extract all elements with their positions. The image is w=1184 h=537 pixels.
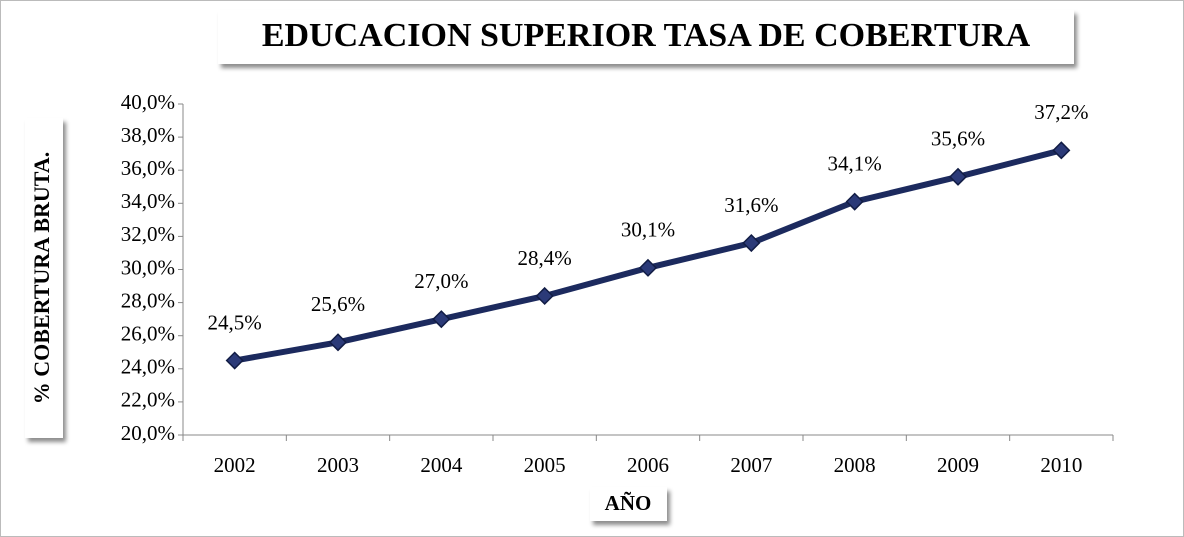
point-marker	[742, 233, 761, 253]
x-tick-label: 2002	[214, 453, 256, 477]
y-tick-label: 32,0%	[121, 222, 175, 246]
data-label: 34,1%	[828, 151, 882, 175]
data-label: 30,1%	[621, 218, 675, 242]
data-label: 31,6%	[724, 193, 778, 217]
point-marker	[432, 310, 451, 329]
x-axis-label: AÑO	[605, 491, 652, 515]
x-tick-label: 2009	[937, 453, 979, 477]
point-marker	[535, 286, 554, 306]
y-tick-label: 38,0%	[121, 123, 175, 147]
chart-title: EDUCACION SUPERIOR TASA DE COBERTURA	[262, 17, 1031, 54]
y-tick-label: 26,0%	[121, 322, 175, 346]
x-tick-label: 2004	[420, 453, 463, 477]
data-label: 28,4%	[518, 246, 572, 270]
y-tick-label: 30,0%	[121, 255, 175, 279]
point-marker	[225, 351, 244, 370]
title-box	[218, 10, 1074, 64]
y-label-box	[25, 118, 63, 438]
x-tick-label: 2005	[524, 453, 566, 477]
y-tick-label: 22,0%	[121, 388, 175, 412]
point-marker	[948, 167, 968, 186]
y-tick-label: 40,0%	[121, 90, 175, 114]
data-label: 35,6%	[931, 127, 985, 151]
x-tick-label: 2010	[1040, 453, 1082, 477]
y-tick-label: 34,0%	[121, 189, 175, 213]
y-axis-label: % COBERTURA BRUTA.	[29, 152, 54, 404]
y-tick-label: 24,0%	[121, 355, 175, 379]
data-label: 25,6%	[311, 292, 365, 316]
x-tick-label: 2006	[627, 453, 669, 477]
y-tick-label: 36,0%	[121, 156, 175, 180]
point-marker	[328, 333, 348, 352]
x-tick-label: 2003	[317, 453, 359, 477]
x-label-box	[590, 487, 667, 521]
point-marker	[1052, 141, 1071, 160]
data-label: 37,2%	[1034, 100, 1088, 124]
data-label: 24,5%	[208, 310, 262, 334]
x-tick-label: 2008	[834, 453, 876, 477]
point-marker	[845, 192, 864, 211]
x-tick-label: 2007	[730, 453, 772, 477]
y-tick-label: 28,0%	[121, 288, 175, 312]
data-label: 27,0%	[414, 269, 468, 293]
y-tick-label: 20,0%	[121, 421, 175, 445]
point-marker	[638, 258, 658, 277]
